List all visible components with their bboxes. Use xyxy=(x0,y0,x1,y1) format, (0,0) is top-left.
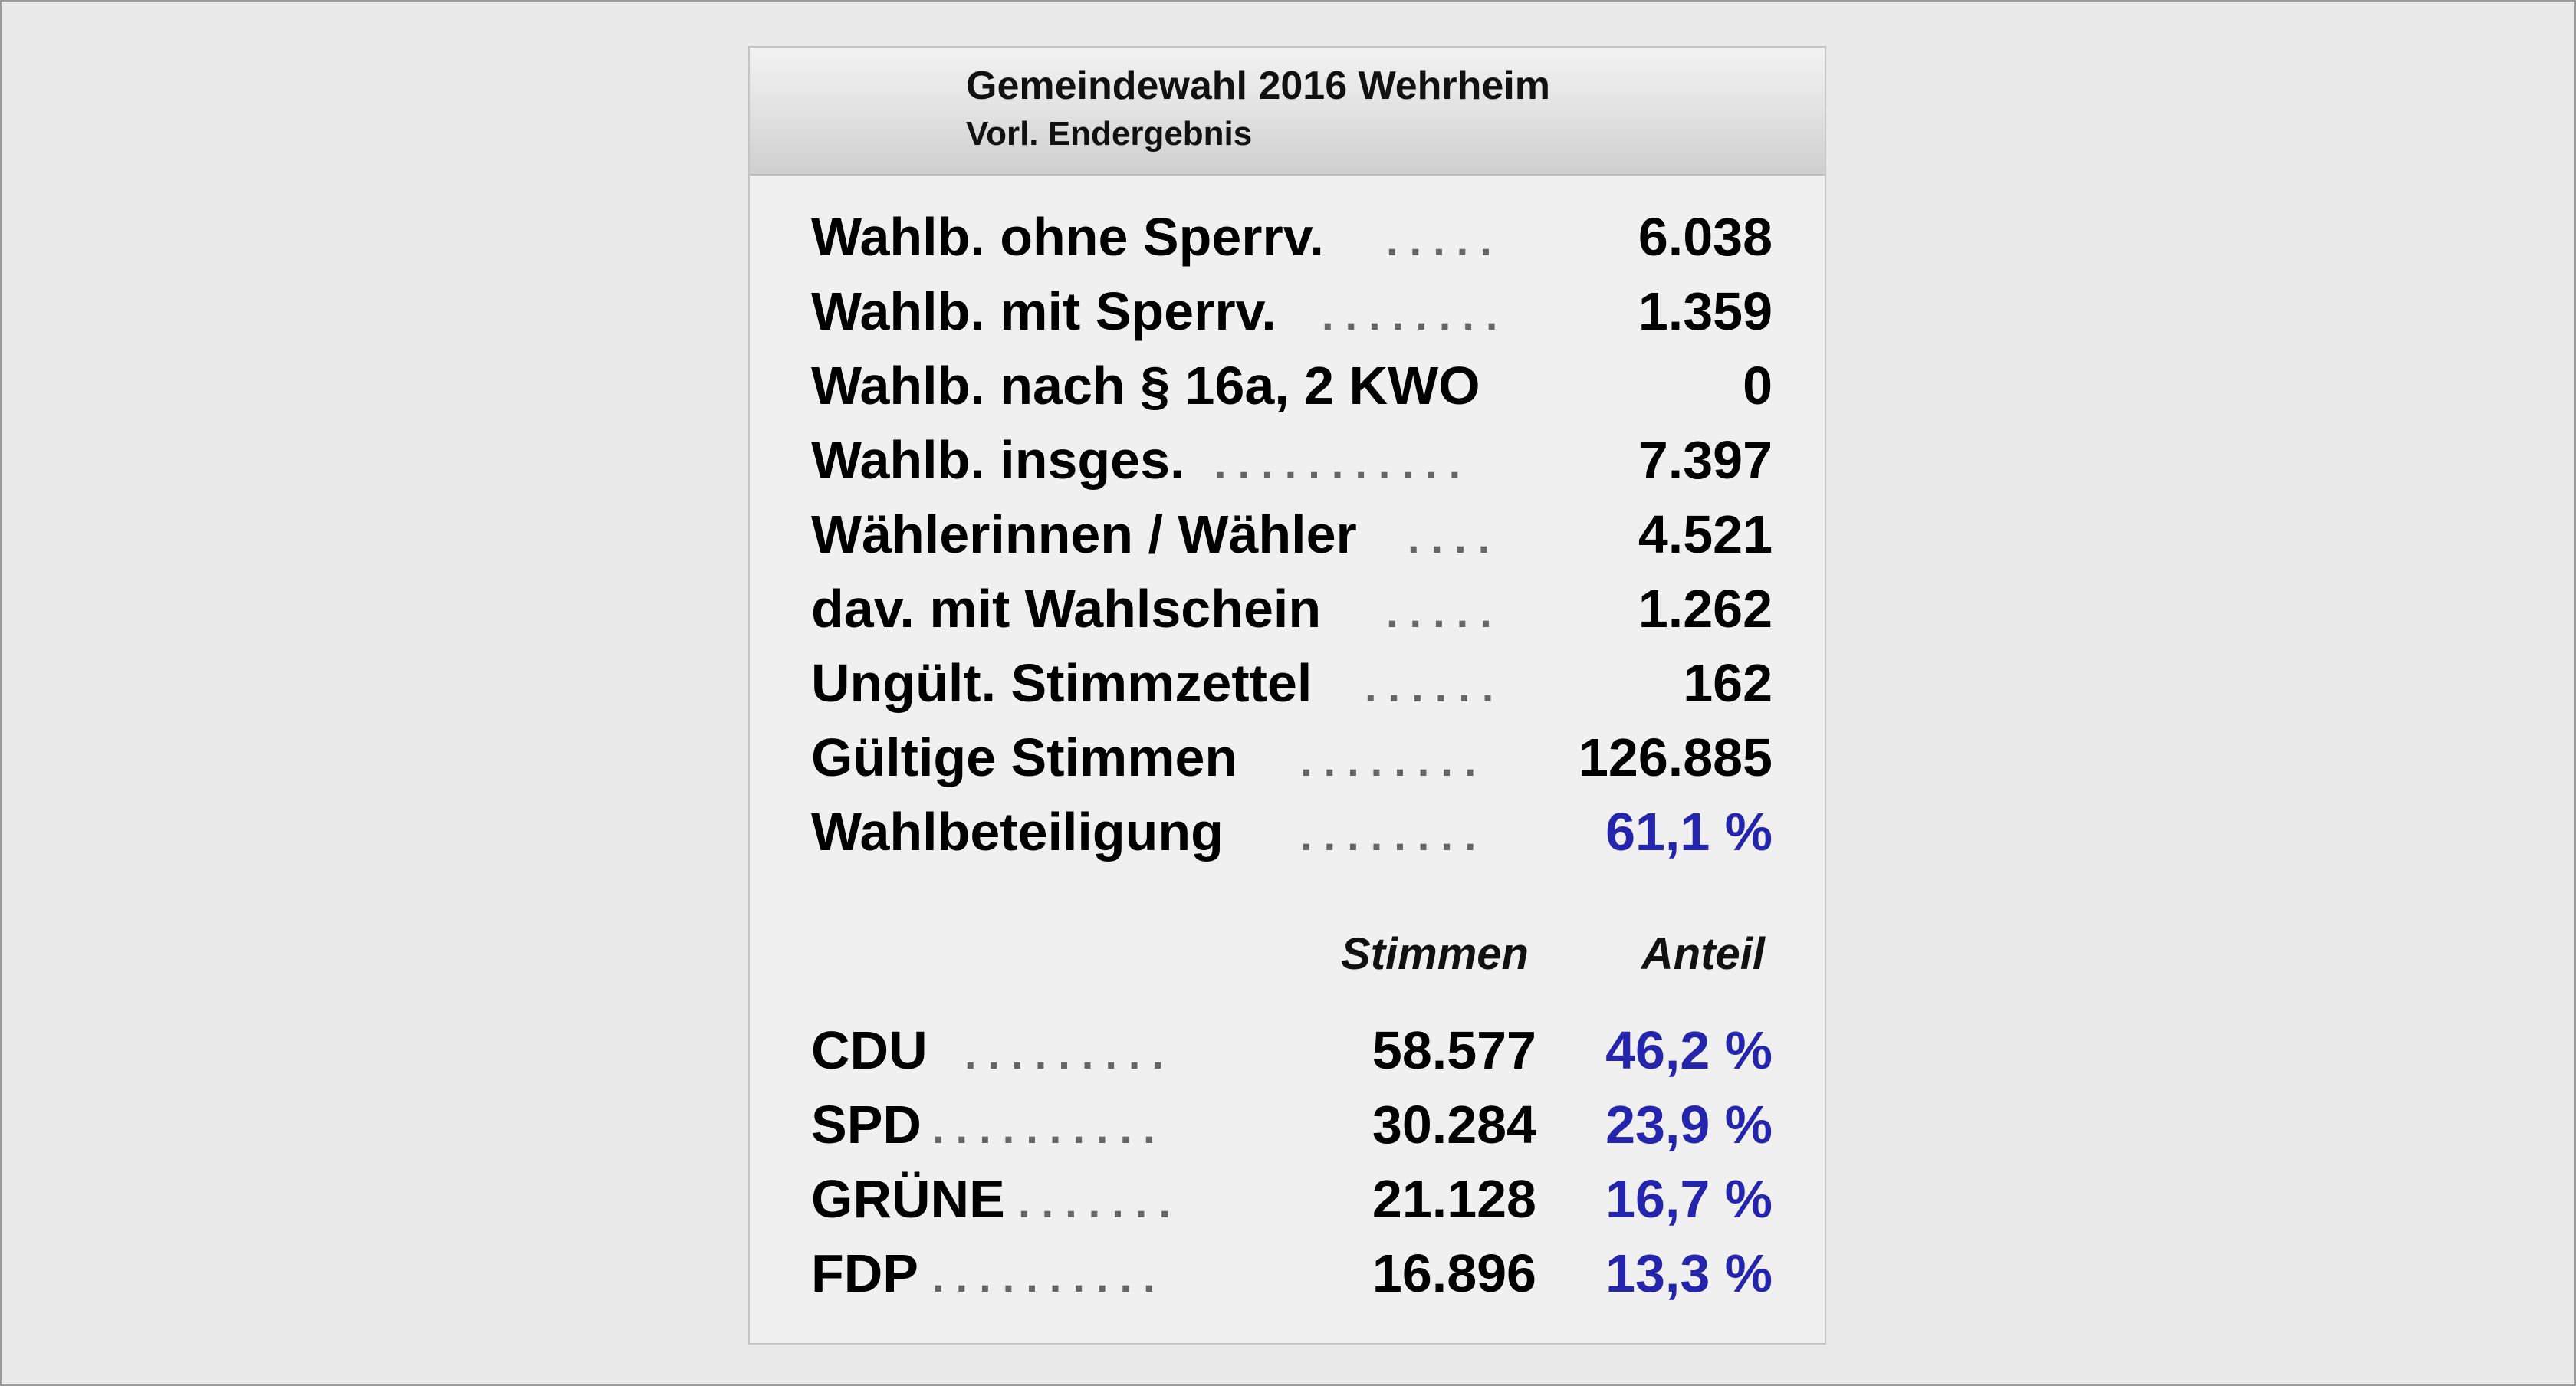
party-row-gruene: GRÜNE ....... 21.128 16,7 % xyxy=(811,1164,1773,1233)
stat-row-eligible-without-blocking: Wahlb. ohne Sperrv. ..... 6.038 xyxy=(811,202,1773,271)
panel-header: Gemeindewahl 2016 Wehrheim Vorl. Enderge… xyxy=(750,48,1825,176)
stat-value: 126.885 xyxy=(1578,727,1773,787)
stat-row-invalid-ballots: Ungült. Stimmzettel ...... 162 xyxy=(811,649,1773,718)
stat-value: 0 xyxy=(1743,356,1773,415)
column-header-share: Anteil xyxy=(1641,929,1765,979)
dot-leader: ........... xyxy=(1214,439,1473,488)
party-votes: 21.128 xyxy=(1372,1169,1536,1229)
party-row-fdp: FDP .......... 16.896 13,3 % xyxy=(811,1239,1773,1308)
dot-leader: ......... xyxy=(964,1030,1176,1078)
stat-row-eligible-16a-kwo: Wahlb. nach § 16a, 2 KWO 0 xyxy=(811,351,1773,420)
stat-row-turnout: Wahlbeteiligung ........ 61,1 % xyxy=(811,797,1773,866)
turnout-value: 61,1 % xyxy=(1605,802,1773,862)
party-row-cdu: CDU ......... 58.577 46,2 % xyxy=(811,1016,1773,1085)
stat-label: Gültige Stimmen xyxy=(811,727,1238,787)
dot-leader: .......... xyxy=(932,1253,1167,1301)
result-status: Vorl. Endergebnis xyxy=(966,115,1253,153)
stat-value: 6.038 xyxy=(1638,207,1773,267)
party-votes: 16.896 xyxy=(1372,1243,1536,1303)
stat-label: dav. mit Wahlschein xyxy=(811,579,1322,639)
party-name: GRÜNE xyxy=(811,1169,1005,1229)
stat-value: 162 xyxy=(1683,653,1773,713)
dot-leader: ..... xyxy=(1386,216,1503,264)
dot-leader: ........ xyxy=(1322,291,1510,339)
stat-row-eligible-total: Wahlb. insges. ........... 7.397 xyxy=(811,425,1773,494)
dot-leader: ...... xyxy=(1365,662,1506,711)
stat-value: 1.359 xyxy=(1638,281,1773,341)
stat-value: 7.397 xyxy=(1638,430,1773,490)
party-votes: 58.577 xyxy=(1372,1020,1536,1080)
dot-leader: .... xyxy=(1408,514,1502,562)
stat-row-eligible-with-blocking: Wahlb. mit Sperrv. ........ 1.359 xyxy=(811,277,1773,346)
stat-label: Wahlbeteiligung xyxy=(811,802,1224,862)
party-votes: 30.284 xyxy=(1372,1095,1536,1154)
stat-label: Ungült. Stimmzettel xyxy=(811,653,1313,713)
stat-value: 1.262 xyxy=(1638,579,1773,639)
stat-label: Wahlb. mit Sperrv. xyxy=(811,281,1276,341)
column-header-votes: Stimmen xyxy=(1341,929,1529,979)
party-name: FDP xyxy=(811,1243,918,1303)
party-share: 23,9 % xyxy=(1605,1095,1773,1154)
stat-row-valid-votes: Gültige Stimmen ........ 126.885 xyxy=(811,723,1773,792)
stat-label: Wählerinnen / Wähler xyxy=(811,504,1357,564)
party-share: 16,7 % xyxy=(1605,1169,1773,1229)
stat-label: Wahlb. insges. xyxy=(811,430,1185,490)
dot-leader: .......... xyxy=(932,1104,1167,1152)
stat-value: 4.521 xyxy=(1638,504,1773,564)
stat-label: Wahlb. nach § 16a, 2 KWO xyxy=(811,356,1480,415)
stat-row-postal-voters: dav. mit Wahlschein ..... 1.262 xyxy=(811,574,1773,643)
election-results-panel: Gemeindewahl 2016 Wehrheim Vorl. Enderge… xyxy=(748,46,1826,1345)
dot-leader: ........ xyxy=(1300,811,1488,859)
election-title: Gemeindewahl 2016 Wehrheim xyxy=(966,64,1550,108)
dot-leader: ..... xyxy=(1386,588,1503,636)
party-share: 13,3 % xyxy=(1605,1243,1773,1303)
party-row-spd: SPD .......... 30.284 23,9 % xyxy=(811,1090,1773,1159)
dot-leader: ....... xyxy=(1018,1178,1182,1227)
party-name: CDU xyxy=(811,1020,928,1080)
dot-leader: ........ xyxy=(1300,737,1488,785)
party-name: SPD xyxy=(811,1095,922,1154)
party-share: 46,2 % xyxy=(1605,1020,1773,1080)
stat-label: Wahlb. ohne Sperrv. xyxy=(811,207,1324,267)
stat-row-voters: Wählerinnen / Wähler .... 4.521 xyxy=(811,500,1773,569)
